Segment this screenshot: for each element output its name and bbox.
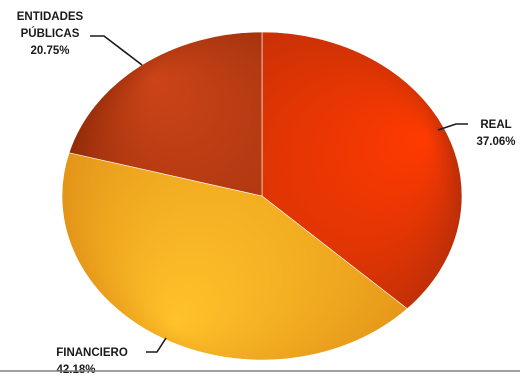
slice-label-financiero: FINANCIERO: [56, 347, 128, 359]
slice-value-entidades-publicas: 20.75%: [30, 45, 69, 57]
slice-label-real: REAL: [480, 119, 511, 131]
leader-line-financiero: [146, 337, 167, 353]
slice-label-entidades-publicas-line2: PÚBLICAS: [21, 27, 80, 40]
slice-value-financiero: 42.18%: [56, 364, 95, 376]
pie-slice-financiero: [61, 152, 408, 361]
slice-value-real: 37.06%: [476, 136, 515, 148]
pie-slice-entidades-p-blicas: [68, 31, 263, 197]
pie-slice-real: [261, 31, 463, 310]
slice-label-entidades-publicas-line1: ENTIDADES: [17, 11, 84, 23]
slice-layer: [61, 31, 463, 361]
leader-line-entidades-publicas: [90, 35, 143, 66]
leader-line-real: [437, 123, 468, 131]
